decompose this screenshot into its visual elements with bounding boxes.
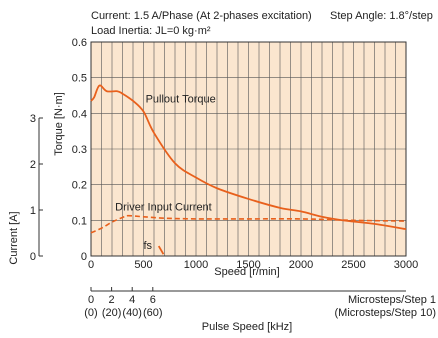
pulse-tick-label-microstep: (0) bbox=[84, 307, 97, 319]
y-tick-label: 0.5 bbox=[72, 73, 87, 85]
x-tick-label: 1500 bbox=[236, 259, 260, 271]
header-step-angle: Step Angle: 1.8°/step bbox=[330, 10, 433, 22]
x-tick-label: 500 bbox=[134, 259, 152, 271]
y-tick-label: 0.3 bbox=[72, 144, 87, 156]
plot-frame bbox=[90, 41, 407, 257]
pulse-tick-label: 4 bbox=[129, 294, 135, 306]
x-tick-label: 0 bbox=[88, 259, 94, 271]
pulse-tick-label-microstep: (40) bbox=[122, 307, 142, 319]
annotation-driver-input-current: Driver Input Current bbox=[115, 202, 212, 214]
pulse-tick-label-microstep: (20) bbox=[102, 307, 122, 319]
series-line-pullout-torque bbox=[90, 84, 407, 231]
x-tick-label: 2000 bbox=[289, 259, 313, 271]
current-tick-label: 3 bbox=[30, 113, 36, 125]
x-tick-label: 1000 bbox=[184, 259, 208, 271]
annotation-pullout-torque: Pullout Torque bbox=[146, 94, 216, 106]
y-tick-label: 0.1 bbox=[72, 215, 87, 227]
pulse-tick-label: 2 bbox=[109, 294, 115, 306]
series-group bbox=[90, 84, 407, 255]
y-tick-label: 0.2 bbox=[72, 180, 87, 192]
pulse-tick-label: 0 bbox=[88, 294, 94, 306]
pulse-axis-note-top: Microsteps/Step 1 bbox=[348, 294, 436, 306]
pulse-axis-note-bottom: (Microsteps/Step 10) bbox=[335, 307, 436, 319]
pulse-axis-label: Pulse Speed [kHz] bbox=[202, 321, 293, 333]
y-tick-label: 0 bbox=[81, 251, 87, 263]
annotation-fs: fs bbox=[144, 240, 153, 252]
current-tick-label: 1 bbox=[30, 205, 36, 217]
y-tick-label: 0.4 bbox=[72, 108, 87, 120]
y-axis-label-current: Current [A] bbox=[8, 211, 20, 264]
x-axis-label: Speed [r/min] bbox=[214, 266, 279, 278]
y-axis-label-torque: Torque [N·m] bbox=[53, 92, 65, 156]
pulse-tick-label-microstep: (60) bbox=[143, 307, 163, 319]
header-load-inertia: Load Inertia: JL=0 kg·m² bbox=[91, 25, 211, 37]
y-tick-label: 0.6 bbox=[72, 37, 87, 49]
tick-labels: 0 500 1000 1500 2000 2500 3000 0 0.1 0.2 0.3 0.4 0.5… bbox=[30, 37, 418, 319]
x-tick-label: 3000 bbox=[394, 259, 418, 271]
current-tick-label: 0 bbox=[30, 251, 36, 263]
series-line-fs bbox=[157, 245, 165, 255]
axes bbox=[38, 117, 406, 292]
grid bbox=[90, 41, 407, 257]
current-tick-label: 2 bbox=[30, 159, 36, 171]
x-tick-label: 2500 bbox=[341, 259, 365, 271]
pulse-tick-label: 6 bbox=[150, 294, 156, 306]
series-line-driver-input-current bbox=[90, 214, 407, 234]
header-current: Current: 1.5 A/Phase (At 2-phases excita… bbox=[91, 10, 312, 22]
